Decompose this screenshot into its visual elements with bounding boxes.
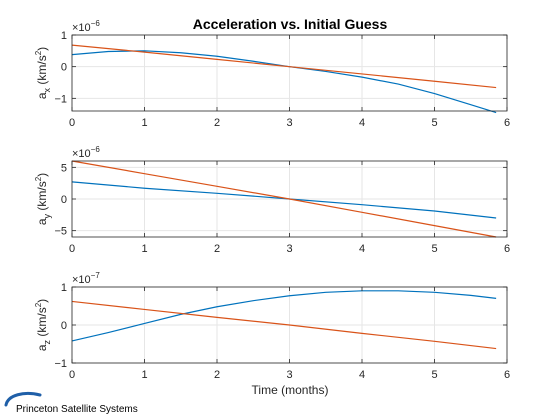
x-tick-label: 6 xyxy=(504,369,510,381)
x-tick-label: 4 xyxy=(359,243,365,255)
y-axis-multiplier: ×10−6 xyxy=(72,19,100,34)
y-axis-label: az (km/s2) xyxy=(34,299,52,351)
x-tick-label: 3 xyxy=(286,243,292,255)
x-tick-label: 2 xyxy=(214,243,220,255)
y-axis-multiplier: ×10−6 xyxy=(72,145,100,160)
y-tick-label: 1 xyxy=(61,282,67,294)
x-tick-label: 5 xyxy=(431,117,437,129)
x-tick-label: 0 xyxy=(69,117,75,129)
x-tick-label: 3 xyxy=(286,369,292,381)
x-tick-label: 0 xyxy=(69,243,75,255)
company-logo: Princeton Satellite Systems xyxy=(4,391,138,415)
y-tick-label: −1 xyxy=(54,93,67,105)
y-tick-label: 0 xyxy=(61,320,67,332)
subplots: 0 1 2 3 4 5 6−101×10−6ax (km/s2)0 1 2 3 4 5 6−505×10… xyxy=(34,19,510,381)
series-line-1 xyxy=(71,290,497,342)
x-tick-label: 4 xyxy=(359,117,365,129)
y-tick-label: 5 xyxy=(61,162,67,174)
x-tick-label: 2 xyxy=(214,369,220,381)
x-tick-label: 0 xyxy=(69,369,75,381)
series-line-2 xyxy=(71,44,497,89)
y-axis-label: ay (km/s2) xyxy=(34,173,52,225)
subplot-y: 0 1 2 3 4 5 6−505×10−6ay (km/s2) xyxy=(34,145,510,255)
subplot-x: 0 1 2 3 4 5 6−101×10−6ax (km/s2) xyxy=(34,19,510,129)
x-tick-label: 3 xyxy=(286,117,292,129)
y-tick-label: 0 xyxy=(61,62,67,74)
series-line-2 xyxy=(71,300,497,350)
y-tick-label: 0 xyxy=(61,194,67,206)
logo-text: Princeton Satellite Systems xyxy=(16,404,138,415)
logo-swoosh-icon xyxy=(4,391,42,407)
subplot-z: 0 1 2 3 4 5 6−101×10−7az (km/s2) xyxy=(34,271,510,381)
x-tick-label: 6 xyxy=(504,117,510,129)
x-tick-label: 5 xyxy=(431,243,437,255)
x-tick-label: 5 xyxy=(431,369,437,381)
y-tick-label: −1 xyxy=(54,358,67,370)
x-tick-label: 1 xyxy=(141,117,147,129)
x-tick-label: 1 xyxy=(141,369,147,381)
x-tick-label: 1 xyxy=(141,243,147,255)
chart-title: Acceleration vs. Initial Guess xyxy=(193,16,388,32)
x-tick-label: 4 xyxy=(359,369,365,381)
y-axis-label: ax (km/s2) xyxy=(34,47,52,99)
x-tick-label: 6 xyxy=(504,243,510,255)
y-tick-label: −5 xyxy=(54,226,67,238)
y-tick-label: 1 xyxy=(61,30,67,42)
series-line-2 xyxy=(71,160,497,238)
x-axis-label: Time (months) xyxy=(252,383,329,397)
y-axis-multiplier: ×10−7 xyxy=(72,271,100,286)
x-tick-label: 2 xyxy=(214,117,220,129)
